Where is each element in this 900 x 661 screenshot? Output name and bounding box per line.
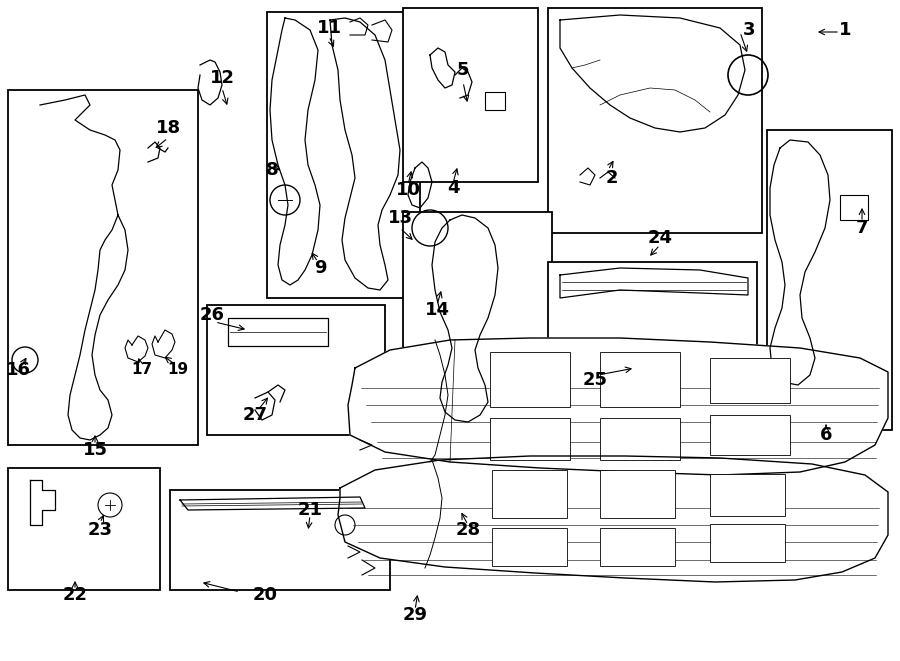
Text: 10: 10 — [395, 181, 420, 199]
Text: 28: 28 — [455, 521, 481, 539]
Bar — [548, 262, 757, 400]
Text: 22: 22 — [62, 586, 87, 604]
Text: 25: 25 — [582, 371, 608, 389]
Bar — [600, 352, 680, 407]
Bar — [638, 355, 673, 383]
Polygon shape — [348, 338, 888, 475]
Text: 13: 13 — [388, 209, 412, 227]
Bar — [228, 318, 328, 346]
Text: 15: 15 — [83, 441, 107, 459]
Bar — [710, 358, 790, 403]
Bar — [8, 468, 160, 590]
Bar — [403, 212, 552, 433]
Text: 3: 3 — [742, 21, 755, 39]
Text: 23: 23 — [87, 521, 112, 539]
Bar — [767, 130, 892, 430]
Text: 2: 2 — [606, 169, 618, 187]
Text: 21: 21 — [298, 501, 322, 519]
Bar — [170, 490, 390, 590]
Text: 18: 18 — [156, 119, 181, 137]
Text: 24: 24 — [647, 229, 672, 247]
Bar — [600, 470, 675, 518]
Bar — [490, 352, 570, 407]
Bar — [840, 195, 868, 220]
Bar — [485, 92, 505, 110]
Text: 14: 14 — [425, 301, 449, 319]
Text: 20: 20 — [253, 586, 277, 604]
Text: 6: 6 — [820, 426, 832, 444]
Text: 11: 11 — [317, 19, 341, 37]
Polygon shape — [338, 456, 888, 582]
Bar — [548, 8, 762, 233]
Bar — [710, 524, 785, 562]
Bar — [403, 8, 538, 182]
Bar — [490, 418, 570, 460]
Bar — [492, 528, 567, 566]
Text: 1: 1 — [839, 21, 851, 39]
Text: 5: 5 — [456, 61, 469, 79]
Text: 17: 17 — [131, 362, 153, 377]
Bar — [8, 90, 198, 445]
Text: 19: 19 — [167, 362, 189, 377]
Bar — [710, 415, 790, 455]
Bar — [492, 470, 567, 518]
Bar — [267, 12, 420, 298]
Text: 9: 9 — [314, 259, 326, 277]
Bar — [600, 418, 680, 460]
Text: 12: 12 — [210, 69, 235, 87]
Bar — [207, 305, 385, 435]
Text: 16: 16 — [5, 361, 31, 379]
Text: 26: 26 — [200, 306, 224, 324]
Text: 27: 27 — [242, 406, 267, 424]
Text: 4: 4 — [446, 179, 459, 197]
Text: 29: 29 — [402, 606, 428, 624]
Text: 8: 8 — [266, 161, 278, 179]
Bar — [710, 474, 785, 516]
Bar — [600, 528, 675, 566]
Text: 7: 7 — [856, 219, 868, 237]
